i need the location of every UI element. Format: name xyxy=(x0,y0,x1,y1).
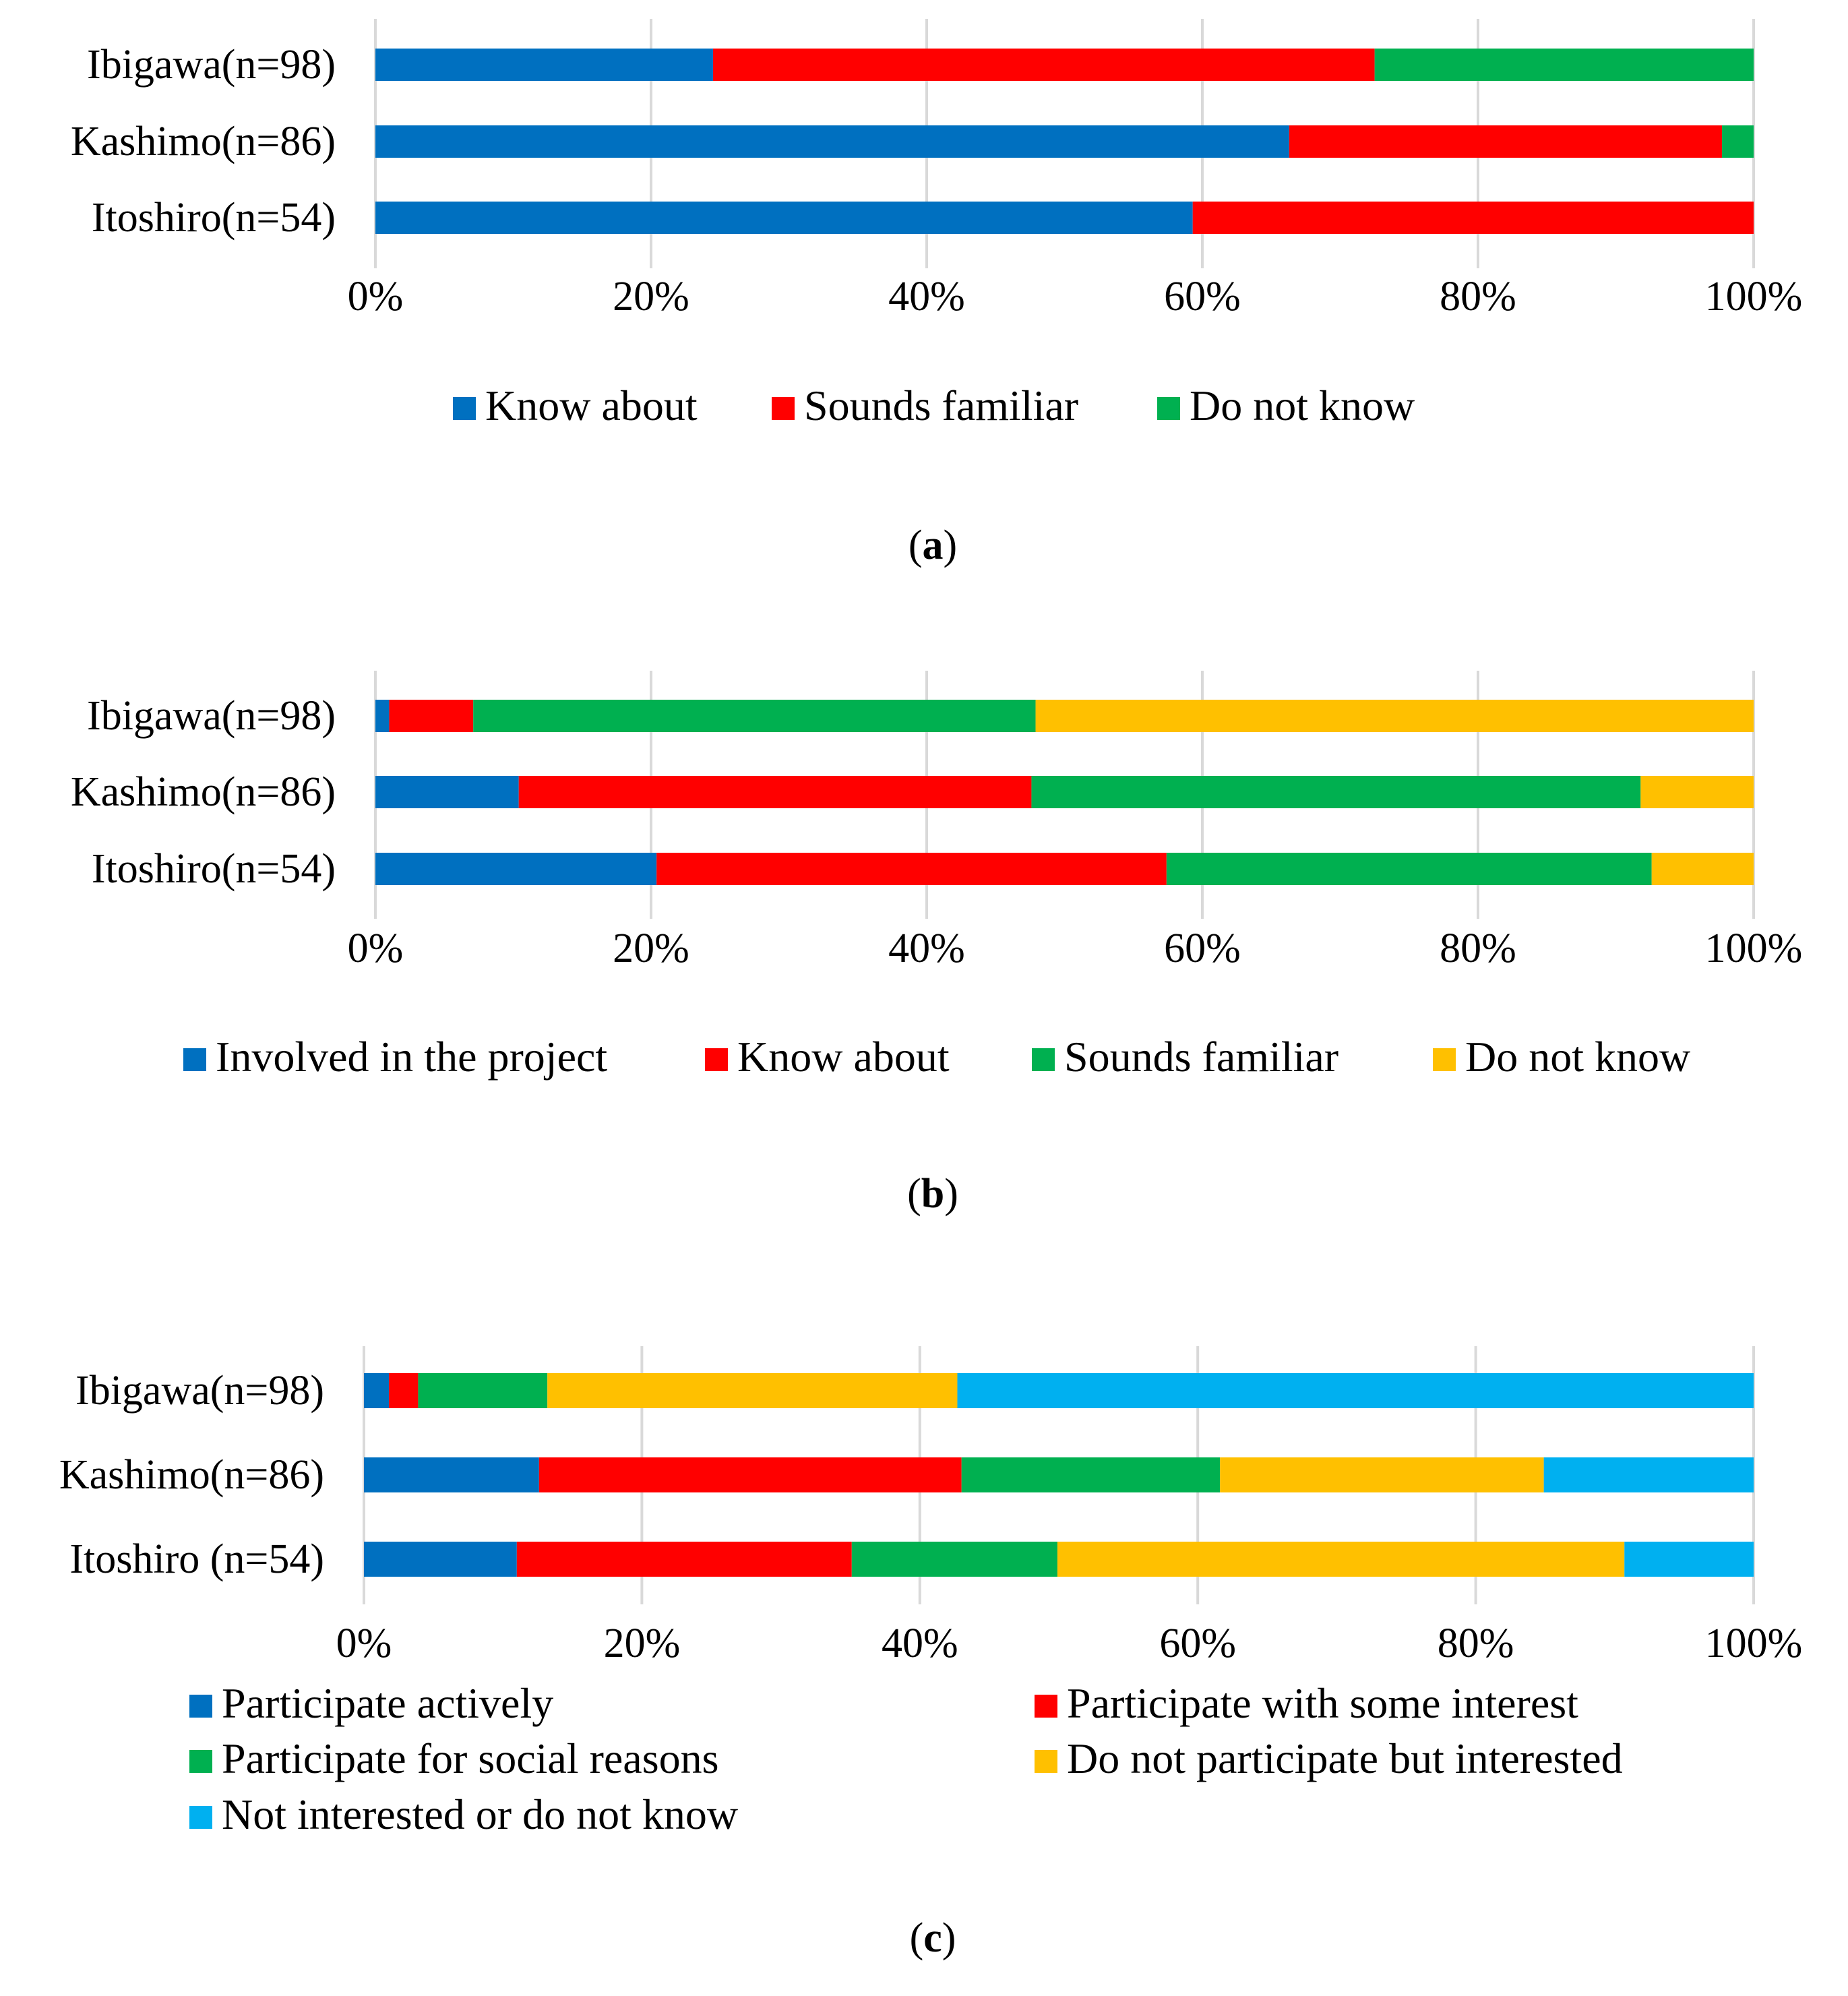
category-label: Ibigawa(n=98) xyxy=(87,693,336,739)
legend-swatch xyxy=(189,1695,212,1718)
x-tick-label: 100% xyxy=(1705,1621,1803,1666)
legend-entry: Do not know xyxy=(1465,1033,1690,1081)
bar-segment xyxy=(375,125,1289,158)
bar-segment xyxy=(516,1542,852,1577)
bar-segment xyxy=(1057,1542,1625,1577)
x-tick-label: 0% xyxy=(348,926,404,971)
legend-swatch xyxy=(1035,1750,1057,1773)
legend-entry: Participate with some interest xyxy=(1067,1679,1578,1727)
bar-segment xyxy=(656,853,1167,885)
panel-b: Ibigawa(n=98) Kashimo(n=86) Itoshiro(n=54)… xyxy=(71,671,1802,1217)
bar-segment xyxy=(851,1542,1057,1577)
bar-segment xyxy=(1166,853,1652,885)
x-tick-label: 40% xyxy=(888,274,965,320)
legend-entry: Sounds familiar xyxy=(804,382,1078,429)
category-label: Itoshiro(n=54) xyxy=(92,846,336,892)
legend-entry: Sounds familiar xyxy=(1064,1033,1338,1081)
legend-entry: Participate for social reasons xyxy=(222,1734,719,1782)
x-tick-label: 100% xyxy=(1705,926,1803,971)
bar-segment xyxy=(1031,776,1641,808)
category-label: Itoshiro(n=54) xyxy=(92,195,336,241)
bar-segment xyxy=(1651,853,1754,885)
category-label: Ibigawa(n=98) xyxy=(75,1368,324,1414)
x-tick-label: 20% xyxy=(613,274,689,320)
legend-entry: Involved in the project xyxy=(216,1033,607,1081)
bar-segment xyxy=(418,1373,548,1408)
legend-swatch xyxy=(453,397,476,420)
bar-segment xyxy=(473,700,1036,732)
x-tick-label: 0% xyxy=(336,1621,392,1666)
bar-segment xyxy=(375,853,657,885)
legend-swatch xyxy=(1157,397,1180,420)
x-tick-label: 80% xyxy=(1440,274,1516,320)
legend-swatch xyxy=(189,1750,212,1773)
bar-segment xyxy=(961,1457,1221,1492)
x-tick-label: 100% xyxy=(1705,274,1803,320)
panel-label: (b) xyxy=(907,1171,958,1217)
bar-segment xyxy=(1192,202,1754,234)
legend-swatch xyxy=(772,397,795,420)
legend-entry: Do not participate but interested xyxy=(1067,1734,1623,1782)
category-label: Kashimo(n=86) xyxy=(71,769,336,815)
bar-segment xyxy=(1721,125,1754,158)
x-tick-label: 40% xyxy=(882,1621,958,1666)
legend-swatch xyxy=(1032,1048,1055,1071)
legend-entry: Participate actively xyxy=(222,1679,553,1727)
bar-segment xyxy=(1374,49,1754,81)
legend-entry: Know about xyxy=(737,1033,950,1081)
x-tick-label: 20% xyxy=(604,1621,681,1666)
panel-c: Ibigawa(n=98) Kashimo(n=86) Itoshiro (n=54… xyxy=(59,1346,1802,1961)
legend-swatch xyxy=(189,1806,212,1829)
x-tick-label: 0% xyxy=(348,274,404,320)
legend-entry: Not interested or do not know xyxy=(222,1790,738,1838)
bar-segment xyxy=(1220,1457,1544,1492)
legend-swatch xyxy=(183,1048,206,1071)
x-tick-label: 60% xyxy=(1164,926,1241,971)
panel-label: (c) xyxy=(910,1915,956,1961)
bar-segment xyxy=(389,700,474,732)
legend-swatch xyxy=(705,1048,728,1071)
bar-segment xyxy=(389,1373,419,1408)
bar-segment xyxy=(364,1542,517,1577)
legend-entry: Know about xyxy=(485,382,698,429)
bar-segment xyxy=(518,776,1032,808)
bar-segment xyxy=(364,1457,539,1492)
x-tick-label: 60% xyxy=(1159,1621,1236,1666)
legend-swatch xyxy=(1433,1048,1456,1071)
x-tick-label: 80% xyxy=(1438,1621,1514,1666)
bar-segment xyxy=(1543,1457,1754,1492)
bar-segment xyxy=(547,1373,958,1408)
category-label: Itoshiro (n=54) xyxy=(69,1536,324,1582)
panel-label: (a) xyxy=(908,522,957,568)
bar-segment xyxy=(1035,700,1754,732)
bar-segment xyxy=(1289,125,1722,158)
x-tick-label: 20% xyxy=(613,926,689,971)
legend-entry: Do not know xyxy=(1190,382,1415,429)
bar-segment xyxy=(375,202,1193,234)
bar-segment xyxy=(375,700,390,732)
category-label: Kashimo(n=86) xyxy=(71,119,336,164)
bar-segment xyxy=(1640,776,1754,808)
x-tick-label: 40% xyxy=(888,926,965,971)
category-label: Kashimo(n=86) xyxy=(59,1452,324,1498)
x-tick-label: 60% xyxy=(1164,274,1241,320)
bar-segment xyxy=(713,49,1375,81)
bar-segment xyxy=(1624,1542,1754,1577)
panel-a: Ibigawa(n=98) Kashimo(n=86) Itoshiro(n=54)… xyxy=(71,19,1802,568)
bar-segment xyxy=(957,1373,1754,1408)
legend-swatch xyxy=(1035,1695,1057,1718)
bar-segment xyxy=(364,1373,390,1408)
bar-segment xyxy=(538,1457,962,1492)
bar-segment xyxy=(375,49,714,81)
category-label: Ibigawa(n=98) xyxy=(87,42,336,88)
bar-segment xyxy=(375,776,519,808)
x-tick-label: 80% xyxy=(1440,926,1516,971)
